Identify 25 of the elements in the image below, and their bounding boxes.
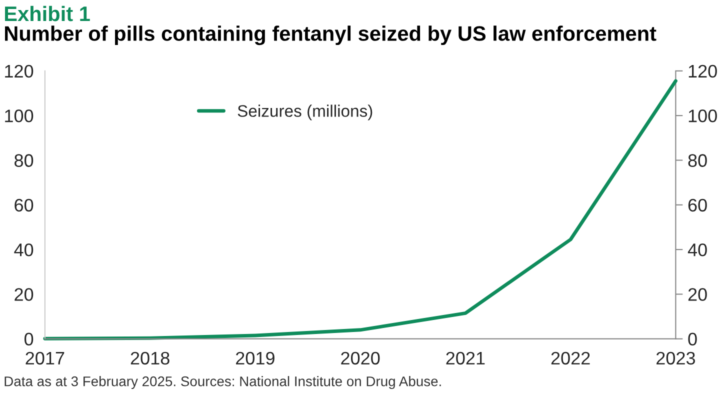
y2-tick-label: 100 — [688, 110, 717, 122]
x-tick-label: 2017 — [26, 352, 64, 365]
y2-tick-label: 20 — [688, 288, 707, 301]
x-tick-label: 2023 — [656, 352, 695, 365]
chart-title: Exhibit 1 — [5, 6, 90, 22]
y2-tick-label: 80 — [688, 154, 707, 167]
x-tick-label: 2019 — [236, 352, 274, 365]
y-tick-label: 120 — [5, 64, 34, 78]
y-tick-label: 100 — [5, 110, 34, 122]
chart-subtitle: Number of pills containing fentanyl seized by US law enforcement — [5, 26, 656, 46]
x-tick-label: 2018 — [130, 352, 170, 365]
y-tick-label: 0 — [24, 332, 34, 346]
y-tick-label: 40 — [14, 243, 34, 256]
y-tick-label: 80 — [14, 154, 34, 167]
text: Data as at 3 February 2025. Sources: National Institute on Drug Abuse. — [4, 376, 441, 389]
legend-label: Seizures (millions) — [238, 104, 372, 120]
y2-tick-label: 0 — [688, 332, 697, 346]
x-tick-label: 2020 — [341, 352, 380, 365]
x-tick-label: 2021 — [446, 352, 485, 365]
x-tick-label: 2022 — [551, 352, 590, 365]
y-tick-label: 20 — [14, 288, 34, 301]
y2-tick-label: 120 — [688, 64, 717, 78]
y-tick-label: 60 — [14, 198, 34, 212]
y2-tick-label: 40 — [688, 243, 707, 256]
y2-tick-label: 60 — [688, 198, 707, 212]
